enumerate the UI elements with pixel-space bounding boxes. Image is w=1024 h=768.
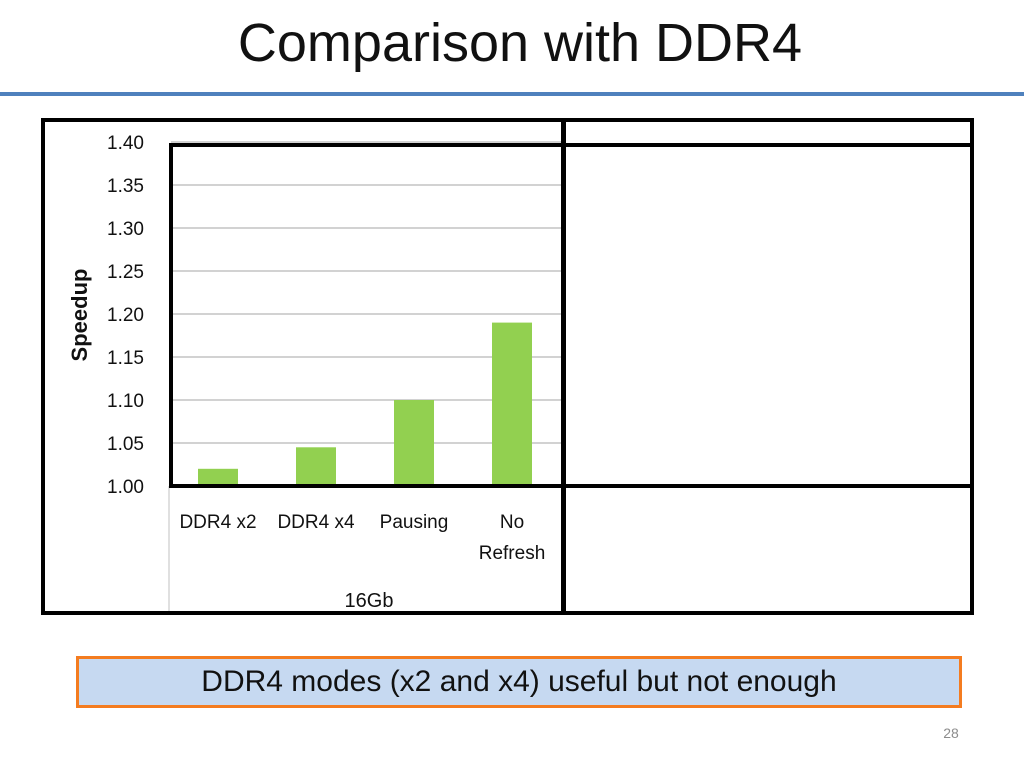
y-tick-label: 1.05 [107,434,144,455]
y-tick-label: 1.30 [107,219,144,240]
bar-no-refresh [492,322,532,486]
y-tick-label: 1.35 [107,176,144,197]
callout-box: DDR4 modes (x2 and x4) useful but not en… [76,656,962,708]
x-category-label: Pausing [380,512,449,533]
plot-frame [169,143,974,488]
y-tick-label: 1.25 [107,262,144,283]
right-frame [561,118,974,615]
x-category-labels: DDR4 x2 DDR4 x4 Pausing No Refresh [179,512,545,564]
y-tick-label: 1.40 [107,133,144,154]
x-category-label: DDR4 x2 [179,512,256,533]
y-tick-label: 1.15 [107,348,144,369]
y-tick-label: 1.10 [107,391,144,412]
x-category-label: DDR4 x4 [277,512,355,533]
title-divider [0,92,1024,96]
y-tick-label: 1.20 [107,305,144,326]
y-tick-labels: 1.00 1.05 1.10 1.15 1.20 1.25 1.30 1.35 1.40 [107,133,144,498]
bar-ddr4-x2 [198,468,238,486]
bar-pausing [394,400,434,486]
slide-number: 28 [943,725,959,741]
bars [198,322,532,486]
x-category-label: Refresh [479,543,546,564]
callout-text: DDR4 modes (x2 and x4) useful but not en… [201,665,837,698]
y-tick-label: 1.00 [107,477,144,498]
y-axis-label: Speedup [67,269,92,362]
group-label: 16Gb [345,590,394,612]
x-category-label: No [500,512,524,533]
slide-title: Comparison with DDR4 [237,13,803,73]
bar-ddr4-x4 [296,447,336,486]
